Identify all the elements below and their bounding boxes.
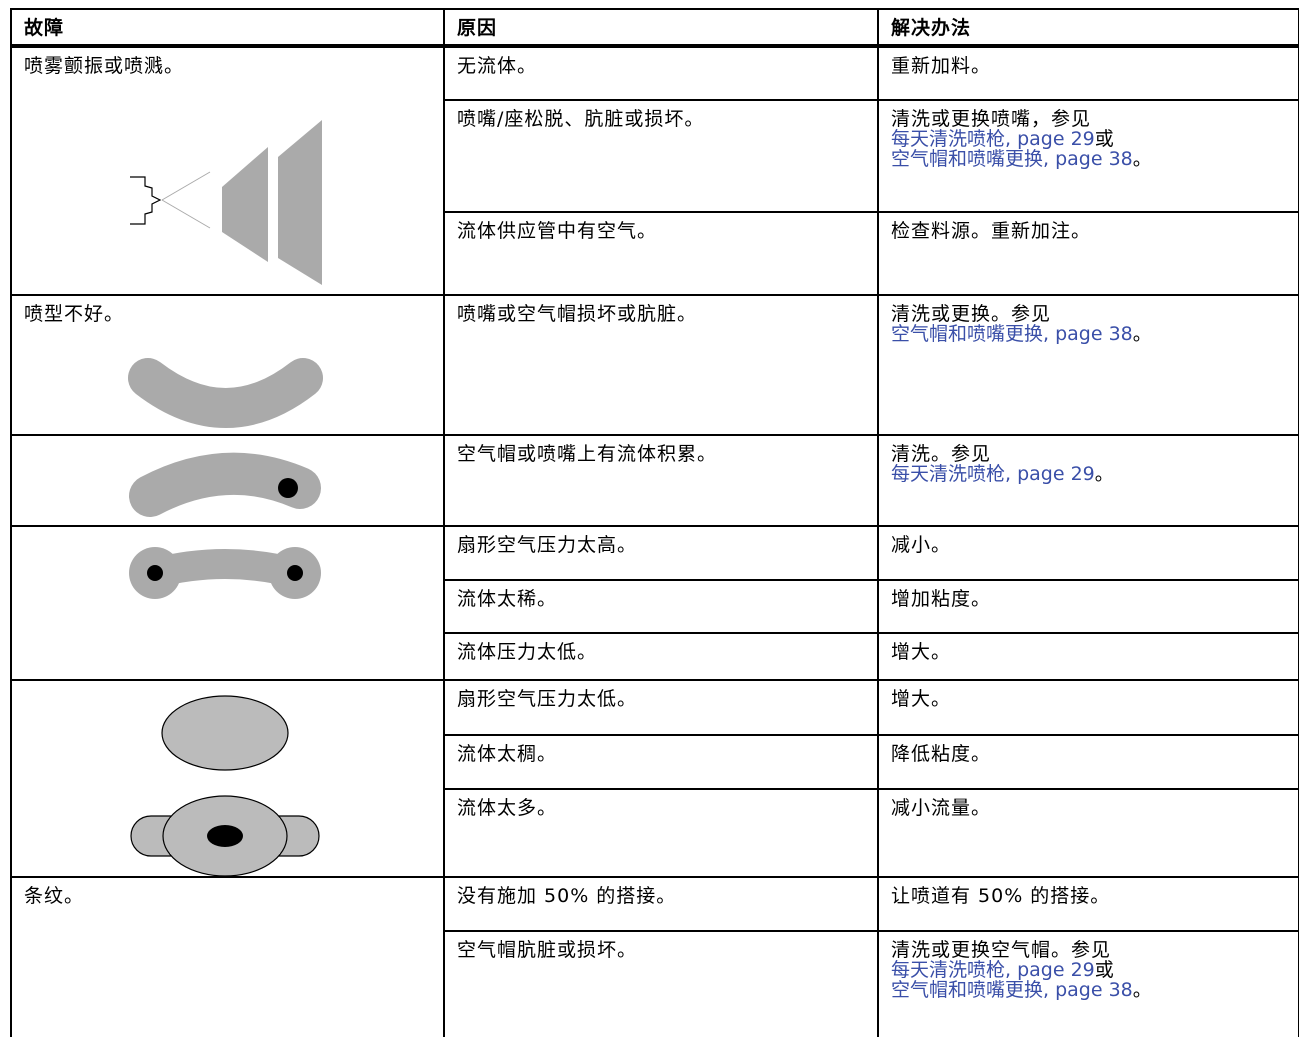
reference-link[interactable]: 空气帽和喷嘴更换, page 38 [891, 979, 1133, 1001]
table-row: 条纹。 没有施加 50% 的搭接。 让喷道有 50% 的搭接。 [10, 876, 1299, 1037]
solution-cell: 增大。 [877, 632, 1299, 681]
solution-text: 增大。 [891, 688, 952, 710]
table-row: 流体太稠。 降低粘度。 [11, 734, 1299, 790]
solution-text: 增大。 [891, 641, 952, 663]
table-body: 喷雾颤振或喷溅。 无流体。 重新加料。 喷嘴/座松脱、肮脏或损坏。 清洗或更换喷嘴，参见… [10, 45, 1299, 1037]
solution-text: 让喷道有 50% 的搭接。 [891, 885, 1111, 907]
cause-cell: 喷嘴或空气帽损坏或肮脏。 [443, 294, 879, 436]
solution-text: 降低粘度。 [891, 743, 992, 765]
table-row: 流体供应管中有空气。 检查料源。重新加注。 [11, 211, 1299, 296]
cause-cell: 扇形空气压力太低。 [443, 679, 879, 736]
cause-cell: 空气帽肮脏或损坏。 [443, 930, 879, 1037]
header-cell: 故障 [10, 8, 445, 48]
solution-cell: 增大。 [877, 679, 1299, 736]
troubleshooting-table: 故障 原因 解决办法 喷雾颤振或喷溅。 无流体。 重新加料。 喷嘴/座松脱、肮脏或损坏… [10, 8, 1299, 1037]
table-row: 流体太多。 减小流量。 [11, 788, 1299, 878]
header-cell: 原因 [443, 8, 879, 48]
solution-cell: 减小。 [877, 525, 1299, 581]
solution-cell: 清洗或更换。参见 空气帽和喷嘴更换, page 38。 [877, 294, 1299, 436]
problem-cell [10, 525, 445, 681]
solution-text: 或 [1094, 959, 1115, 981]
cause-cell: 流体压力太低。 [443, 632, 879, 681]
cause-cell: 空气帽或喷嘴上有流体积累。 [443, 434, 879, 527]
solution-cell: 让喷道有 50% 的搭接。 [877, 876, 1299, 932]
reference-link[interactable]: 每天清洗喷枪, page 29 [891, 128, 1095, 150]
solution-text: 减小流量。 [891, 797, 992, 819]
table-row: 扇形空气压力太高。 减小。 [10, 525, 1299, 681]
cause-cell: 流体供应管中有空气。 [443, 211, 879, 296]
reference-link[interactable]: 空气帽和喷嘴更换, page 38 [891, 148, 1133, 170]
solution-text: 清洗或更换空气帽。参见 [891, 939, 1112, 961]
solution-text: 清洗。参见 [891, 443, 992, 465]
solution-cell: 减小流量。 [877, 788, 1299, 878]
solution-text: 清洗或更换喷嘴，参见 [891, 108, 1092, 130]
solution-text: 重新加料。 [891, 55, 992, 77]
problem-cell: 喷雾颤振或喷溅。 [10, 45, 445, 296]
solution-cell: 清洗或更换喷嘴，参见 每天清洗喷枪, page 29或 空气帽和喷嘴更换, page… [877, 99, 1299, 213]
problem-cell: 条纹。 [10, 876, 445, 1037]
problem-cell [10, 434, 445, 527]
solution-text: 。 [1132, 979, 1153, 1001]
reference-link[interactable]: 每天清洗喷枪, page 29 [891, 463, 1095, 485]
solution-cell: 降低粘度。 [877, 734, 1299, 790]
table-row: 喷雾颤振或喷溅。 无流体。 重新加料。 [10, 45, 1299, 296]
solution-text: 清洗或更换。参见 [891, 303, 1052, 325]
solution-text: 增加粘度。 [891, 588, 992, 610]
solution-cell: 增加粘度。 [877, 579, 1299, 634]
header-row: 故障 原因 解决办法 [10, 8, 1299, 48]
cause-cell: 流体太稠。 [443, 734, 879, 790]
table-row: 喷型不好。 喷嘴或空气帽损坏或肮脏。 清洗或更换。参见 空气帽和喷嘴更换, page … [10, 294, 1299, 436]
solution-cell: 清洗。参见 每天清洗喷枪, page 29。 [877, 434, 1299, 527]
problem-cell [10, 679, 445, 878]
solution-text: 检查料源。重新加注。 [891, 220, 1092, 242]
cause-cell: 无流体。 [443, 45, 879, 101]
problem-cell: 喷型不好。 [10, 294, 445, 436]
table-row: 空气帽或喷嘴上有流体积累。 清洗。参见 每天清洗喷枪, page 29。 [10, 434, 1299, 527]
table-row: 流体太稀。 增加粘度。 [11, 579, 1299, 634]
solution-text: 减小。 [891, 534, 952, 556]
solution-cell: 清洗或更换空气帽。参见 每天清洗喷枪, page 29或 空气帽和喷嘴更换, pag… [877, 930, 1299, 1037]
solution-text: 。 [1132, 323, 1153, 345]
solution-cell: 检查料源。重新加注。 [877, 211, 1299, 296]
solution-cell: 重新加料。 [877, 45, 1299, 101]
solution-text: 。 [1094, 463, 1115, 485]
table-row: 喷嘴/座松脱、肮脏或损坏。 清洗或更换喷嘴，参见 每天清洗喷枪, page 29或空… [11, 99, 1299, 213]
solution-text: 。 [1132, 148, 1153, 170]
table-row: 空气帽肮脏或损坏。 清洗或更换空气帽。参见 每天清洗喷枪, page 29或 空气帽和… [11, 930, 1299, 1037]
header-cell: 解决办法 [877, 8, 1299, 48]
table-row: 扇形空气压力太低。 增大。 [10, 679, 1299, 878]
cause-cell: 喷嘴/座松脱、肮脏或损坏。 [443, 99, 879, 213]
cause-cell: 扇形空气压力太高。 [443, 525, 879, 581]
solution-text: 或 [1094, 128, 1115, 150]
cause-cell: 流体太稀。 [443, 579, 879, 634]
table-row: 流体压力太低。 增大。 [11, 632, 1299, 681]
reference-link[interactable]: 每天清洗喷枪, page 29 [891, 959, 1095, 981]
cause-cell: 没有施加 50% 的搭接。 [443, 876, 879, 932]
cause-cell: 流体太多。 [443, 788, 879, 878]
reference-link[interactable]: 空气帽和喷嘴更换, page 38 [891, 323, 1133, 345]
